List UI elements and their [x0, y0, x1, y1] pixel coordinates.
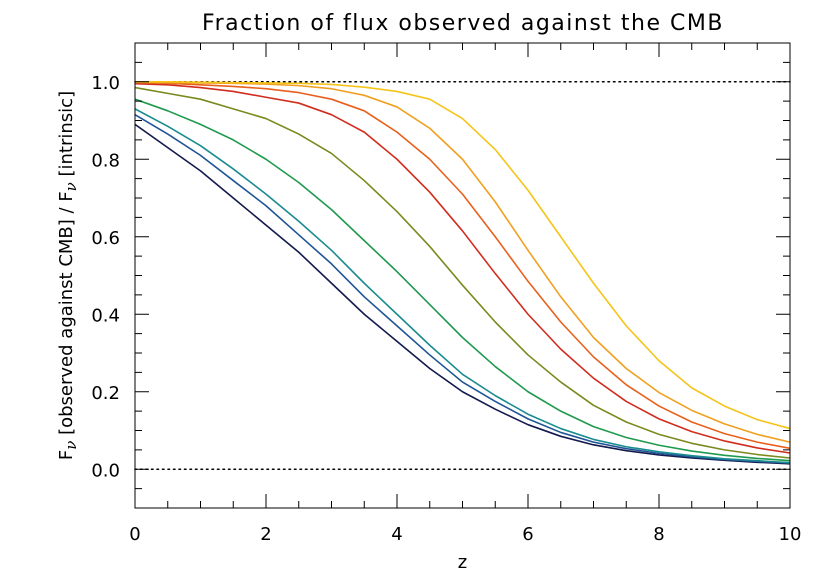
series-layer — [134, 80, 791, 465]
series-line-5 — [134, 82, 791, 454]
axis-ticks — [134, 42, 791, 509]
y-tick-label: 0.2 — [91, 383, 120, 404]
series-line-3 — [134, 98, 791, 462]
x-tick-label: 6 — [522, 524, 533, 545]
x-tick-label: 0 — [129, 524, 140, 545]
y-axis-label: Fν [observed against CMB] / Fν [intrinsi… — [56, 91, 80, 460]
y-tick-labels: 0.0 0.2 0.4 0.6 0.8 1.0 — [91, 73, 120, 482]
series-line-1 — [134, 114, 791, 464]
plot-frame — [134, 42, 791, 509]
x-tick-labels: 0 2 4 6 8 10 — [129, 524, 801, 545]
y-tick-label: 0.4 — [91, 305, 120, 326]
x-tick-label: 2 — [260, 524, 271, 545]
y-tick-label: 0.0 — [91, 460, 120, 481]
x-tick-label: 10 — [779, 524, 802, 545]
x-tick-label: 4 — [391, 524, 402, 545]
reference-lines — [134, 80, 791, 471]
x-axis-label: z — [458, 552, 467, 573]
y-tick-label: 0.8 — [91, 150, 120, 171]
y-tick-label: 1.0 — [91, 73, 120, 94]
series-line-4 — [134, 86, 791, 459]
series-line-2 — [134, 108, 791, 464]
y-tick-label: 0.6 — [91, 228, 120, 249]
chart-title: Fraction of flux observed against the CM… — [202, 11, 724, 36]
series-line-8 — [135, 80, 791, 430]
series-line-0 — [134, 123, 791, 465]
series-line-6 — [134, 81, 791, 450]
series-line-7 — [134, 81, 791, 443]
x-tick-label: 8 — [653, 524, 664, 545]
